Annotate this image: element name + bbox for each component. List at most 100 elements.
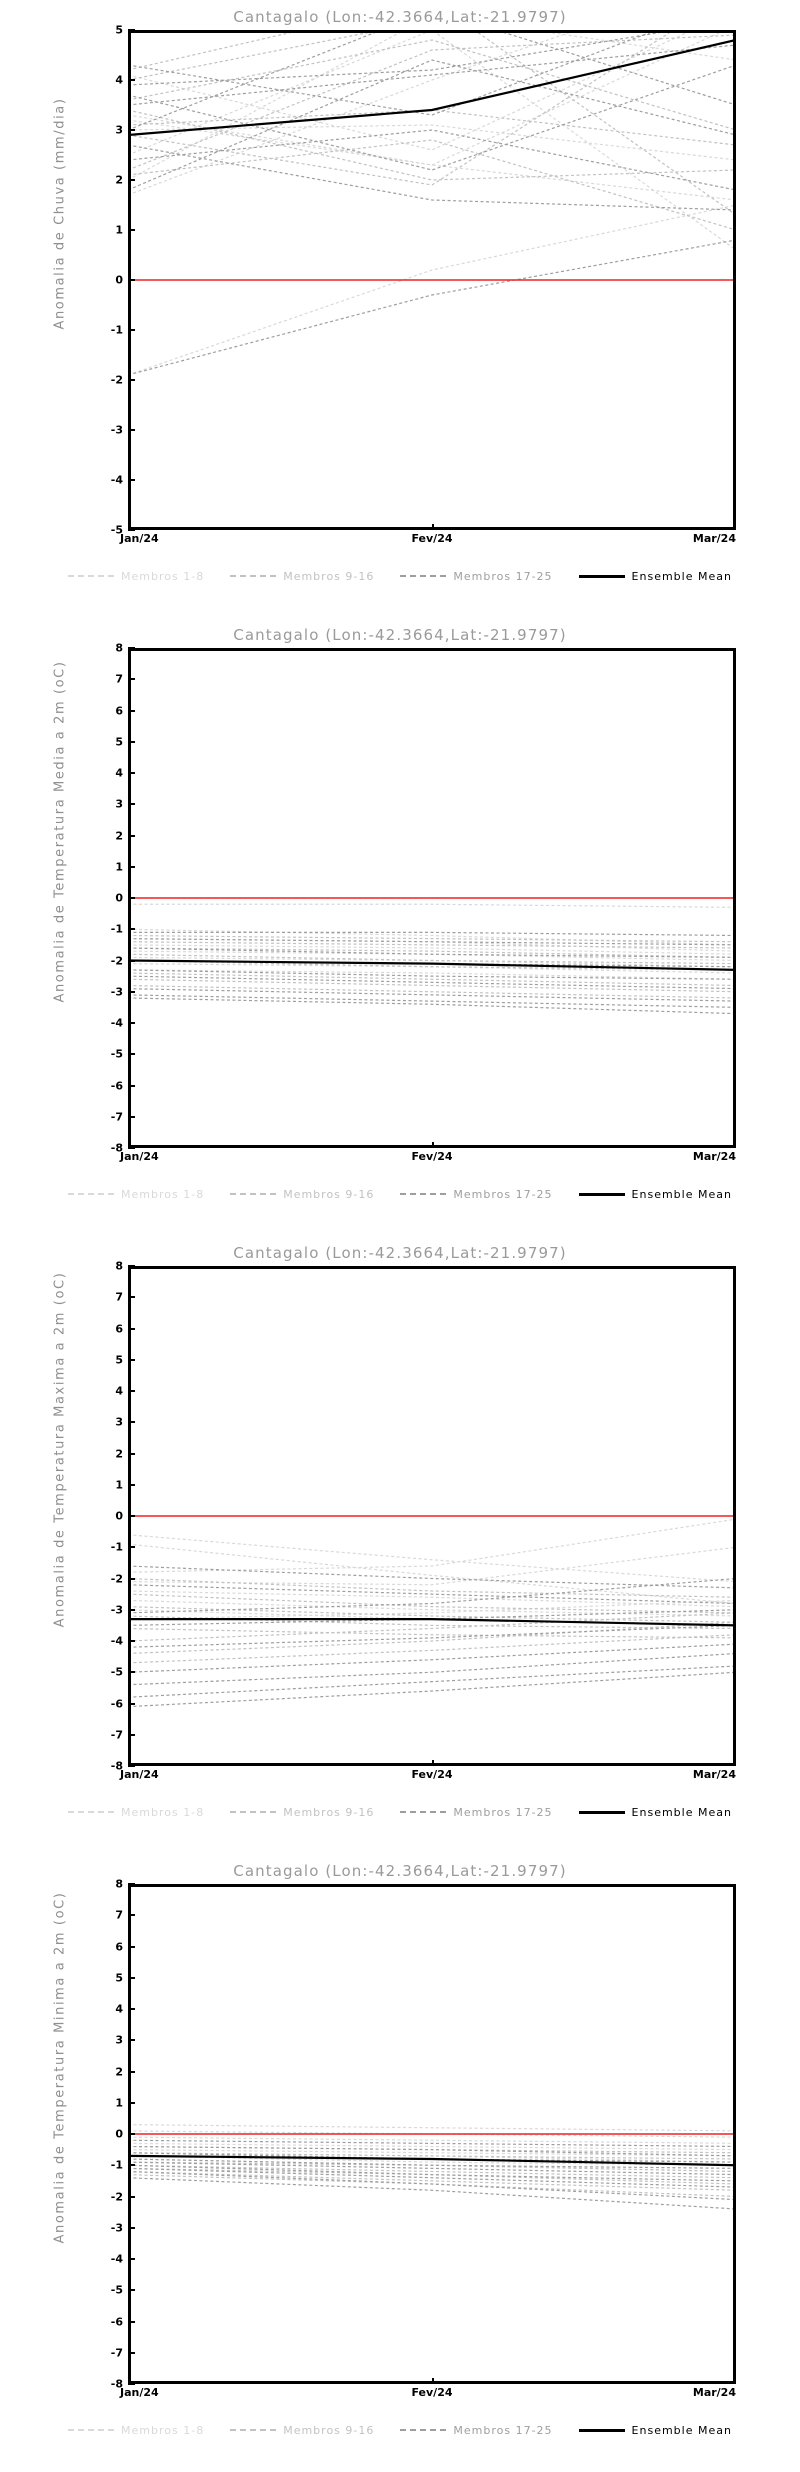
legend-item: Membros 9-16 [230, 570, 374, 583]
legend-swatch-3 [400, 1811, 447, 1813]
member-line [128, 2164, 736, 2182]
y-axis-tick-mark [128, 1733, 135, 1736]
y-axis-tick-label: 1 [115, 2096, 123, 2110]
y-axis-label: Anomalia de Temperatura Minima a 2m (oC) [52, 1891, 68, 2244]
legend-item: Membros 1-8 [68, 1806, 204, 1819]
y-axis-tick-label: -8 [110, 1141, 123, 1155]
legend-swatch-3 [400, 1193, 447, 1195]
member-line [128, 30, 679, 86]
y-axis-tick-mark [128, 1546, 135, 1549]
y-axis-tick-label: -2 [110, 1572, 123, 1585]
x-axis-tick-mark [734, 1760, 736, 1766]
y-axis-tick-label: 3 [115, 1415, 123, 1429]
y-axis-tick-mark [128, 2008, 135, 2010]
y-axis-tick-label: 5 [115, 1971, 123, 1985]
y-axis-tick-mark [128, 1483, 135, 1486]
chart-panel-tmed: Cantagalo (Lon:-42.3664,Lat:-21.9797) An… [0, 618, 800, 1236]
y-axis-tick-label: 7 [115, 1908, 123, 1922]
member-line [128, 30, 736, 251]
plot-frame [128, 1266, 736, 1766]
y-axis-tick-label: 4 [115, 1384, 123, 1398]
y-axis-tick-mark [128, 1053, 135, 1056]
member-line [128, 204, 736, 376]
y-axis-tick-label: 4 [115, 2002, 123, 2016]
legend-item: Ensemble Mean [578, 1806, 732, 1819]
member-line [128, 2170, 736, 2201]
plot-frame [128, 648, 736, 1148]
y-axis-tick-label: 0 [115, 2127, 123, 2141]
member-line [128, 124, 736, 161]
y-axis-tick-mark [128, 2383, 135, 2385]
y-axis-tick-label: 7 [115, 672, 123, 686]
legend-item: Membros 1-8 [68, 2424, 204, 2437]
member-line [128, 1624, 736, 1648]
legend: Membros 1-8 Membros 9-16 Membros 17-25 Ense… [0, 1802, 800, 1822]
legend-label: Membros 1-8 [121, 1805, 205, 1819]
y-axis-tick-label: -8 [110, 2377, 123, 2391]
member-line [128, 30, 579, 196]
y-axis-tick-label: -1 [110, 1540, 123, 1554]
member-line [128, 947, 736, 958]
y-axis-tick-label: -3 [110, 985, 123, 999]
y-axis-tick-mark [128, 2039, 135, 2042]
plot-area: 8 7 6 5 4 3 2 1 0 -1 -2 -3 -4 -5 -6 -7 -8 Jan/24 Fev/24 Mar… [111, 642, 736, 1163]
legend: Membros 1-8 Membros 9-16 Membros 17-25 Ense… [0, 566, 800, 586]
legend: Membros 1-8 Membros 9-16 Membros 17-25 Ense… [0, 1184, 800, 1204]
member-line [128, 953, 736, 965]
ensemble-mean-line [128, 959, 736, 971]
member-line [128, 2177, 736, 2210]
y-axis-tick-mark [128, 1390, 135, 1392]
x-axis-tick-label: Mar/24 [692, 532, 736, 545]
y-axis-tick-label: 6 [115, 704, 123, 717]
member-line [128, 994, 736, 1008]
plot-area: 8 7 6 5 4 3 2 1 0 -1 -2 -3 -4 -5 -6 -7 -8 Jan/24 Fev/24 Mar… [111, 1260, 736, 1781]
member-line [128, 928, 736, 946]
legend-item: Membros 17-25 [400, 1188, 552, 1201]
member-line [128, 2139, 736, 2148]
y-axis-tick-label: 7 [115, 1290, 123, 1304]
x-axis-tick-mark [128, 524, 130, 530]
x-axis-tick-mark [432, 524, 434, 530]
member-line [128, 2145, 736, 2157]
legend-swatch-2 [230, 1193, 277, 1195]
page-title: Cantagalo (Lon:-42.3664,Lat:-21.9797) [233, 1244, 567, 1262]
y-axis-tick-mark [128, 990, 135, 993]
member-line [128, 34, 736, 171]
legend-label: Membros 17-25 [453, 1187, 553, 1201]
y-axis-tick-mark [128, 1702, 135, 1705]
y-axis-tick-label: -2 [110, 373, 123, 387]
y-axis-tick-mark [128, 1608, 135, 1611]
axis-top [128, 1884, 736, 1887]
plot-lines [128, 2124, 736, 2210]
y-axis-tick-mark [128, 1084, 135, 1087]
member-line [128, 1599, 736, 1620]
plot-lines [128, 1515, 736, 1708]
y-axis-tick-label: 8 [115, 641, 123, 655]
member-line [128, 903, 736, 908]
legend-item: Membros 9-16 [230, 2424, 374, 2437]
y-axis-tick-label: 8 [115, 1259, 123, 1273]
legend-label: Membros 9-16 [283, 1805, 375, 1819]
member-line [128, 39, 736, 131]
y-axis-tick-label: 8 [115, 1877, 123, 1891]
y-axis-tick-label: -5 [110, 523, 123, 537]
y-axis-tick-label: 5 [115, 1353, 123, 1367]
y-axis-label: Anomalia de Chuva (mm/dia) [52, 97, 68, 330]
y-axis-tick-mark [128, 959, 135, 962]
x-axis-tick-mark [432, 1760, 434, 1766]
y-axis-tick-label: -5 [110, 1665, 123, 1679]
y-axis-tick-label: 5 [115, 735, 123, 749]
chart-panel-tmax: Cantagalo (Lon:-42.3664,Lat:-21.9797) An… [0, 1236, 800, 1854]
y-axis-tick-mark [128, 2133, 135, 2135]
member-line [128, 988, 736, 1002]
member-line [128, 2149, 736, 2157]
legend-swatch-4 [578, 574, 625, 578]
ensemble-mean-line [128, 38, 736, 137]
y-axis-tick-mark [128, 279, 135, 281]
member-line [128, 997, 736, 1015]
member-line [128, 129, 736, 191]
member-line [128, 2158, 736, 2169]
y-axis-tick-label: -4 [110, 2252, 123, 2266]
y-axis-tick-label: -1 [110, 2158, 123, 2172]
member-line [128, 1543, 736, 1605]
